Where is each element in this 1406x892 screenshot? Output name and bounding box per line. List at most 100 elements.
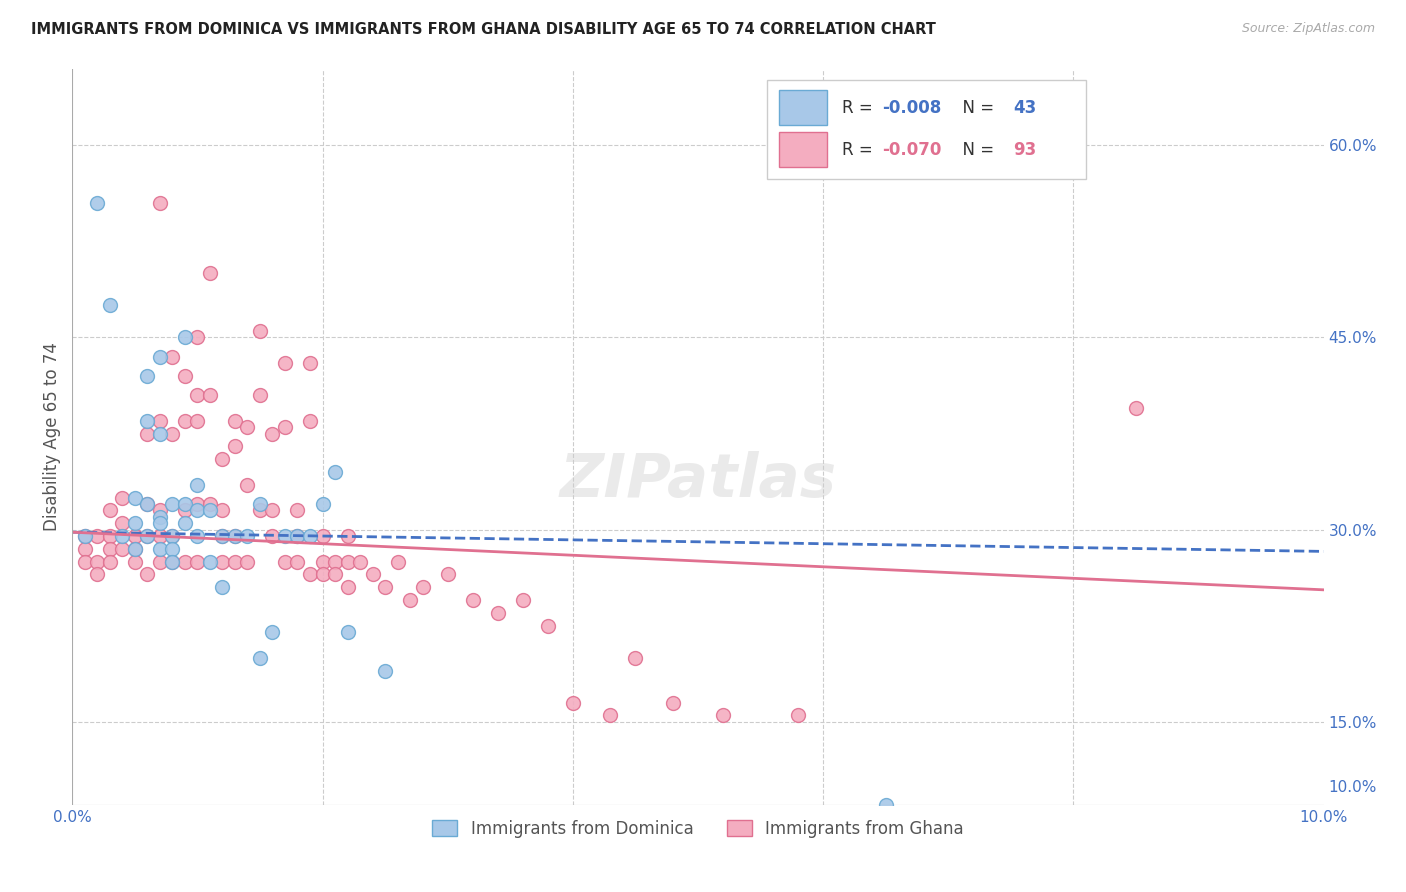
Point [173, 497, 195, 511]
Point [186, 503, 208, 517]
Point [361, 567, 384, 582]
Point [198, 388, 221, 402]
Text: -0.070: -0.070 [882, 141, 941, 159]
Point [173, 368, 195, 383]
Point [124, 541, 146, 556]
Point [162, 541, 184, 556]
Text: IMMIGRANTS FROM DOMINICA VS IMMIGRANTS FROM GHANA DISABILITY AGE 65 TO 74 CORREL: IMMIGRANTS FROM DOMINICA VS IMMIGRANTS F… [31, 22, 936, 37]
Point [287, 529, 309, 543]
Point [149, 414, 172, 428]
Point [198, 267, 221, 281]
Y-axis label: Disability Age 65 to 74: Disability Age 65 to 74 [44, 343, 60, 532]
Point [136, 529, 159, 543]
Point [173, 516, 195, 531]
Point [249, 503, 271, 517]
Point [323, 555, 346, 569]
Point [73, 529, 96, 543]
FancyBboxPatch shape [766, 79, 1085, 179]
Point [111, 491, 134, 505]
Point [124, 491, 146, 505]
Text: ZIPatlas: ZIPatlas [560, 451, 837, 510]
Legend: Immigrants from Dominica, Immigrants from Ghana: Immigrants from Dominica, Immigrants fro… [426, 814, 970, 845]
Point [136, 414, 159, 428]
Point [149, 350, 172, 364]
Point [98, 298, 121, 312]
Point [374, 664, 396, 678]
Point [136, 497, 159, 511]
Point [86, 196, 108, 211]
Point [173, 503, 195, 517]
Point [162, 555, 184, 569]
Point [249, 497, 271, 511]
Point [287, 555, 309, 569]
Point [136, 368, 159, 383]
Point [262, 426, 284, 441]
Point [236, 477, 259, 491]
Point [262, 625, 284, 640]
Point [224, 555, 246, 569]
Point [224, 529, 246, 543]
Point [111, 529, 134, 543]
Point [162, 529, 184, 543]
Text: 93: 93 [1014, 141, 1036, 159]
Point [711, 708, 734, 723]
Point [323, 567, 346, 582]
Point [662, 696, 685, 710]
Point [236, 555, 259, 569]
Point [298, 567, 321, 582]
Point [249, 324, 271, 338]
Point [173, 414, 195, 428]
Point [274, 529, 297, 543]
Point [73, 555, 96, 569]
Point [73, 541, 96, 556]
Point [336, 555, 359, 569]
Point [186, 414, 208, 428]
Point [111, 516, 134, 531]
Point [173, 555, 195, 569]
Point [149, 426, 172, 441]
Point [287, 503, 309, 517]
Point [149, 529, 172, 543]
Point [274, 420, 297, 434]
Point [162, 529, 184, 543]
Point [211, 503, 233, 517]
Point [98, 555, 121, 569]
Point [211, 452, 233, 467]
Point [349, 555, 371, 569]
Point [336, 580, 359, 594]
Point [599, 708, 621, 723]
Point [561, 696, 583, 710]
Point [412, 580, 434, 594]
Point [311, 555, 333, 569]
Point [186, 555, 208, 569]
Point [298, 356, 321, 370]
Point [512, 593, 534, 607]
Point [461, 593, 484, 607]
Point [98, 529, 121, 543]
Point [249, 650, 271, 665]
Point [186, 388, 208, 402]
Text: 43: 43 [1014, 98, 1036, 117]
Point [211, 529, 233, 543]
Point [186, 477, 208, 491]
Point [124, 516, 146, 531]
Point [374, 580, 396, 594]
Point [136, 529, 159, 543]
Point [211, 580, 233, 594]
Point [198, 503, 221, 517]
Point [149, 541, 172, 556]
Point [311, 567, 333, 582]
Point [486, 606, 509, 620]
Point [186, 330, 208, 344]
Point [149, 196, 172, 211]
Point [274, 356, 297, 370]
Point [98, 541, 121, 556]
Point [336, 529, 359, 543]
Point [287, 529, 309, 543]
Point [274, 555, 297, 569]
Point [624, 650, 647, 665]
Point [262, 503, 284, 517]
Point [186, 497, 208, 511]
Point [875, 797, 897, 812]
Point [162, 426, 184, 441]
